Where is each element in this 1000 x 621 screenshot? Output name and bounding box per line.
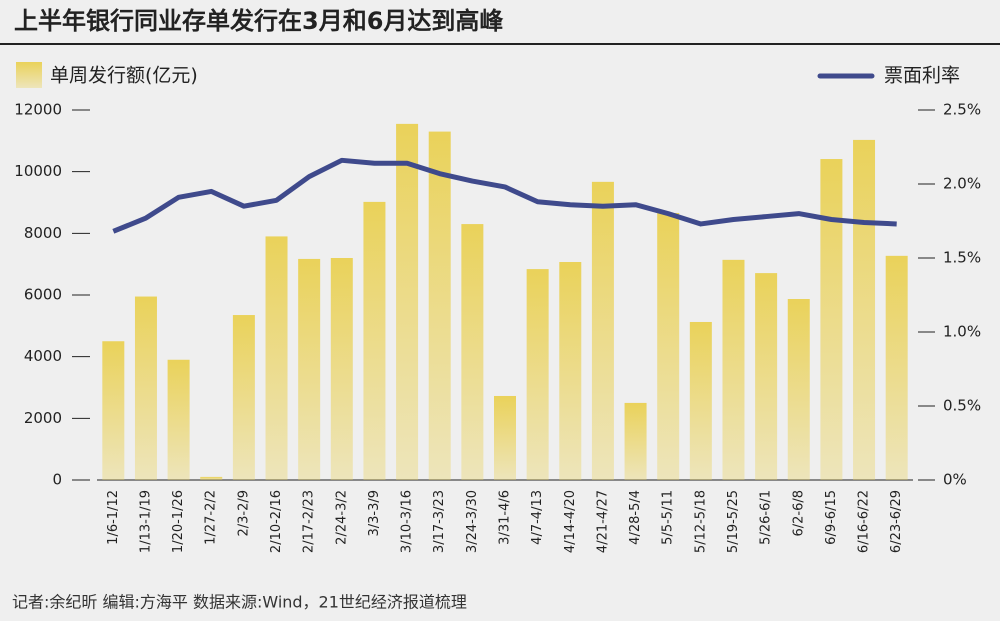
bar bbox=[134, 296, 157, 480]
bar bbox=[200, 476, 223, 480]
bar bbox=[494, 395, 516, 480]
x-tick-label: 6/23-6/29 bbox=[889, 490, 904, 553]
x-tick-label: 5/19-5/25 bbox=[726, 490, 741, 553]
x-tick-label: 6/16-6/22 bbox=[857, 490, 872, 553]
bar bbox=[363, 201, 386, 480]
x-tick-label: 3/17-3/23 bbox=[432, 490, 447, 553]
x-tick-label: 3/31-4/6 bbox=[498, 490, 513, 545]
bar bbox=[526, 269, 549, 480]
x-tick-label: 3/10-3/16 bbox=[400, 490, 415, 553]
bar bbox=[885, 255, 908, 480]
y-tick-label: 12000 bbox=[14, 101, 62, 119]
legend-label: 单周发行额(亿元) bbox=[50, 65, 198, 87]
y2-tick-label: 1.5% bbox=[943, 249, 981, 267]
bar bbox=[265, 236, 288, 480]
bar bbox=[689, 321, 712, 480]
x-tick-label: 2/24-3/2 bbox=[334, 490, 349, 545]
bar bbox=[428, 131, 451, 481]
x-tick-label: 3/3-3/9 bbox=[367, 490, 382, 537]
y2-tick-label: 0% bbox=[943, 471, 967, 489]
x-tick-label: 1/27-2/2 bbox=[204, 490, 219, 545]
bar bbox=[396, 123, 419, 480]
x-tick-label: 2/10-2/16 bbox=[269, 490, 284, 553]
x-tick-label: 5/26-6/1 bbox=[759, 490, 774, 545]
bar bbox=[853, 139, 876, 481]
bar bbox=[624, 402, 647, 480]
y-tick-label: 2000 bbox=[24, 409, 62, 427]
y2-tick-label: 2.0% bbox=[943, 175, 981, 193]
y2-tick-label: 1.0% bbox=[943, 323, 981, 341]
legend-swatch bbox=[16, 62, 42, 88]
line bbox=[112, 157, 897, 234]
x-tick-label: 4/14-4/20 bbox=[563, 490, 578, 553]
bar bbox=[167, 359, 190, 480]
x-tick-label: 1/20-1/26 bbox=[171, 490, 186, 553]
y-tick-label: 0 bbox=[52, 471, 62, 489]
bar bbox=[298, 258, 321, 480]
x-tick-label: 5/12-5/18 bbox=[693, 490, 708, 553]
bar bbox=[722, 259, 745, 480]
x-tick-label: 1/6-1/12 bbox=[106, 490, 121, 545]
bar bbox=[559, 262, 582, 480]
y2-tick-label: 0.5% bbox=[943, 397, 981, 415]
bar bbox=[102, 341, 125, 480]
bar bbox=[787, 299, 810, 480]
bar bbox=[461, 224, 484, 480]
x-tick-label: 4/21-4/27 bbox=[595, 490, 610, 553]
bar bbox=[820, 159, 843, 480]
bar bbox=[755, 273, 778, 480]
y-tick-label: 10000 bbox=[14, 162, 62, 180]
x-tick-label: 2/17-2/23 bbox=[302, 490, 317, 553]
x-tick-label: 4/7-4/13 bbox=[530, 490, 545, 545]
bar bbox=[657, 212, 680, 480]
bar bbox=[232, 315, 255, 480]
x-tick-label: 2/3-2/9 bbox=[236, 490, 251, 537]
legend-label: 票面利率 bbox=[884, 65, 960, 87]
x-tick-label: 6/9-6/15 bbox=[824, 490, 839, 545]
y2-tick-label: 2.5% bbox=[943, 101, 981, 119]
x-tick-label: 1/13-1/19 bbox=[138, 490, 153, 553]
x-tick-label: 4/28-5/4 bbox=[628, 490, 643, 545]
bar bbox=[591, 181, 614, 480]
y-tick-label: 4000 bbox=[24, 347, 62, 365]
bar bbox=[330, 258, 353, 480]
source: 记者:余纪昕 编辑:方海平 数据来源:Wind，21世纪经济报道梳理 bbox=[12, 593, 467, 612]
x-tick-label: 3/24-3/30 bbox=[465, 490, 480, 553]
x-tick-label: 6/2-6/8 bbox=[791, 490, 806, 537]
y-tick-label: 8000 bbox=[24, 224, 62, 242]
x-tick-label: 5/5-5/11 bbox=[661, 490, 676, 545]
y-tick-label: 6000 bbox=[24, 286, 62, 304]
chart-title: 上半年银行同业存单发行在3月和6月达到高峰 bbox=[14, 7, 503, 35]
